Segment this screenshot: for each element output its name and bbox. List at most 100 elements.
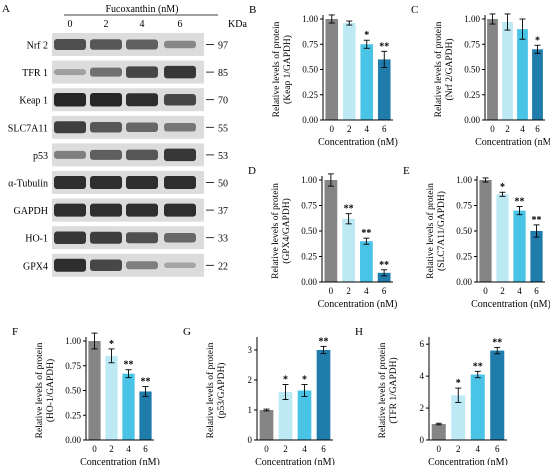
bar bbox=[377, 59, 391, 120]
bar bbox=[342, 23, 356, 120]
y-axis-label-line2: (HO-1/GAPDH) bbox=[45, 359, 56, 422]
panel-letter: A bbox=[2, 3, 10, 15]
x-tick-label: 4 bbox=[302, 444, 307, 454]
x-tick-label: 0 bbox=[483, 286, 488, 296]
y-tick-label: 0.00 bbox=[301, 277, 317, 287]
panel-letter: H bbox=[355, 326, 363, 338]
bar bbox=[325, 19, 339, 120]
bar bbox=[496, 194, 509, 282]
x-tick-label: 2 bbox=[505, 124, 510, 134]
chart-panel-d: D 0 ** 2 ** 4 ** 6 0.00 0.25 0.50 0.75 1.00 Concentra… bbox=[248, 165, 397, 310]
protein-label: SLC7A11 bbox=[8, 123, 48, 134]
y-axis-label-line2: (GPX4/GAPDH) bbox=[281, 198, 292, 263]
bar bbox=[502, 22, 513, 121]
protein-band bbox=[126, 261, 158, 270]
y-tick-label: 0.50 bbox=[456, 226, 472, 236]
bar bbox=[122, 373, 135, 440]
protein-band bbox=[54, 69, 86, 76]
blot-row: GAPDH 37 bbox=[14, 198, 228, 222]
significance-mark: ** bbox=[124, 360, 134, 371]
significance-mark: * bbox=[109, 339, 114, 350]
protein-label: GPX4 bbox=[23, 261, 48, 272]
y-axis-label: Relative levels of protein(TFR 1/GAPDH) bbox=[377, 342, 399, 438]
significance-mark: ** bbox=[379, 41, 389, 52]
y-tick-label: 0 bbox=[248, 435, 253, 445]
x-tick-label: 4 bbox=[476, 444, 481, 454]
y-tick-label: 1.00 bbox=[464, 14, 480, 24]
protein-label: α-Tubulin bbox=[8, 179, 48, 190]
chart-panel-f: F 0 * 2 ** 4 ** 6 0.00 0.25 0.50 0.75 1.00 Concentrat… bbox=[12, 326, 160, 468]
y-axis-label-line1: Relative levels of protein bbox=[34, 342, 45, 438]
lane-label: 0 bbox=[68, 19, 73, 30]
protein-band bbox=[90, 122, 122, 133]
blot-row: p53 53 bbox=[33, 143, 228, 167]
panel-letter: C bbox=[411, 4, 418, 16]
protein-band bbox=[90, 259, 122, 272]
kda-value: 22 bbox=[218, 261, 228, 272]
protein-band bbox=[90, 176, 122, 189]
y-tick-label: 1.00 bbox=[301, 175, 317, 185]
blot-row: TFR 1 85 bbox=[22, 60, 228, 84]
y-tick-label: 1.00 bbox=[302, 14, 318, 24]
protein-label: HO-1 bbox=[25, 234, 48, 245]
y-tick-label: 1.00 bbox=[456, 175, 472, 185]
x-axis-label: Concentration (nM) bbox=[428, 457, 508, 465]
y-tick-label: 4 bbox=[420, 371, 425, 381]
protein-label: GAPDH bbox=[14, 206, 48, 217]
bar bbox=[451, 395, 466, 440]
bar bbox=[316, 350, 331, 440]
protein-band bbox=[164, 176, 196, 189]
kda-value: 70 bbox=[218, 96, 228, 107]
y-tick-label: 0.75 bbox=[301, 201, 317, 211]
protein-band bbox=[54, 39, 86, 50]
y-tick-label: 3 bbox=[248, 345, 253, 355]
bar bbox=[259, 410, 274, 440]
bar bbox=[530, 231, 543, 282]
significance-mark: ** bbox=[319, 336, 329, 347]
protein-band bbox=[54, 203, 86, 217]
significance-mark: ** bbox=[515, 197, 525, 208]
x-tick-label: 6 bbox=[534, 286, 539, 296]
y-tick-label: 0.25 bbox=[301, 252, 317, 262]
bar bbox=[278, 392, 293, 440]
y-tick-label: 0.50 bbox=[65, 386, 81, 396]
y-axis-label-line2: (TFR 1/GAPDH) bbox=[388, 357, 399, 423]
x-axis-label: Concentration (nM) bbox=[255, 457, 335, 465]
lane-label: 4 bbox=[140, 19, 145, 30]
significance-mark: * bbox=[302, 375, 307, 386]
y-tick-label: 0.25 bbox=[464, 90, 480, 100]
x-tick-label: 4 bbox=[517, 286, 522, 296]
significance-mark: * bbox=[535, 35, 540, 46]
y-tick-label: 0.75 bbox=[65, 361, 81, 371]
blot-row: HO-1 33 bbox=[25, 226, 228, 250]
panel-letter: F bbox=[12, 326, 18, 338]
bar bbox=[377, 272, 391, 282]
y-tick-label: 0.00 bbox=[464, 115, 480, 125]
y-axis-label-line2: (Nrf 2/GAPDH) bbox=[444, 38, 455, 100]
protein-band bbox=[126, 232, 158, 244]
y-tick-label: 0.25 bbox=[302, 90, 318, 100]
protein-band bbox=[126, 176, 158, 189]
y-axis-label-line1: Relative levels of protein bbox=[377, 342, 388, 438]
protein-band bbox=[126, 39, 158, 50]
y-axis-label: Relative levels of protein(HO-1/GAPDH) bbox=[34, 342, 56, 438]
significance-mark: * bbox=[283, 375, 288, 386]
blot-strip bbox=[52, 253, 204, 277]
lane-label: 2 bbox=[104, 19, 109, 30]
y-axis-label-line1: Relative levels of protein bbox=[205, 342, 216, 438]
protein-band bbox=[90, 203, 122, 217]
significance-mark: ** bbox=[492, 337, 502, 348]
kda-value: 97 bbox=[218, 41, 228, 52]
protein-label: TFR 1 bbox=[22, 68, 48, 79]
x-tick-label: 2 bbox=[283, 444, 288, 454]
y-tick-label: 1 bbox=[248, 405, 253, 415]
x-tick-label: 2 bbox=[456, 444, 461, 454]
y-tick-label: 0 bbox=[420, 435, 425, 445]
x-axis-label: Concentration (nM) bbox=[318, 299, 398, 310]
protein-band bbox=[164, 123, 196, 132]
kda-value: 85 bbox=[218, 68, 228, 79]
chart-panel-e: E 0 * 2 ** 4 ** 6 0.00 0.25 0.50 0.75 1.00 Concentrat… bbox=[403, 165, 550, 310]
protein-band bbox=[164, 65, 196, 79]
x-tick-label: 4 bbox=[126, 444, 131, 454]
